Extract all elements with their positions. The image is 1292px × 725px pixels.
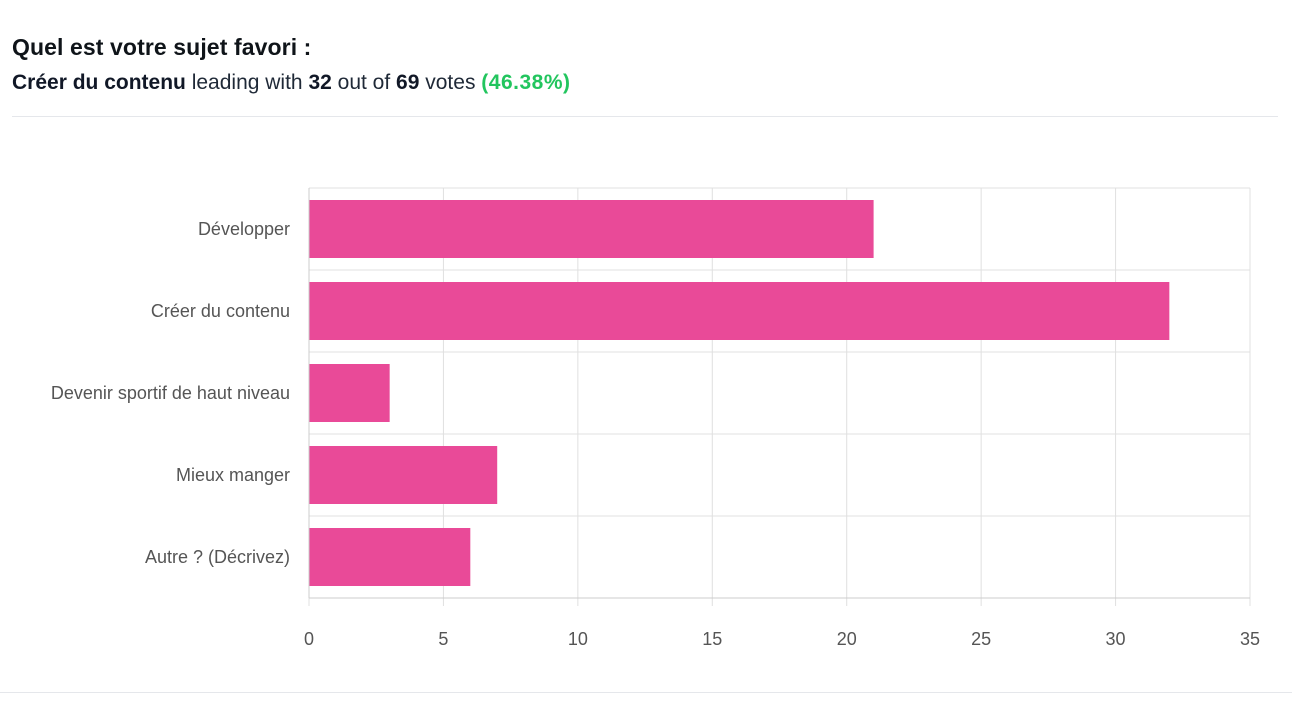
x-tick-label: 15 — [702, 629, 722, 649]
chart-bars — [309, 200, 1170, 586]
category-label: Développer — [198, 219, 290, 239]
category-label: Autre ? (Décrivez) — [145, 547, 290, 567]
leader-votes: 32 — [308, 71, 332, 94]
leader-option: Créer du contenu — [12, 71, 186, 94]
leading-text: leading with — [191, 71, 303, 94]
chart-grid — [308, 187, 1251, 606]
x-tick-label: 25 — [971, 629, 991, 649]
category-label: Créer du contenu — [151, 301, 290, 321]
x-tick-label: 30 — [1106, 629, 1126, 649]
out-of-text: out of — [337, 71, 391, 94]
votes-text: votes — [425, 71, 476, 94]
poll-question: Quel est votre sujet favori : — [12, 34, 312, 60]
category-label: Devenir sportif de haut niveau — [51, 383, 290, 403]
leader-percent: (46.38%) — [481, 71, 571, 94]
bar-0 — [309, 200, 874, 258]
bar-3 — [309, 446, 498, 504]
total-votes: 69 — [396, 71, 420, 94]
chart-labels: 0 5 10 15 20 25 30 35 Développer Créer du contenu… — [51, 219, 1260, 649]
x-tick-label: 0 — [304, 629, 314, 649]
header-divider — [12, 116, 1278, 117]
bar-2 — [309, 364, 390, 422]
poll-header: Quel est votre sujet favori : Créer du c… — [12, 30, 1278, 98]
x-tick-label: 10 — [568, 629, 588, 649]
bar-4 — [309, 528, 471, 586]
bar-1 — [309, 282, 1170, 340]
category-label: Mieux manger — [176, 465, 290, 485]
x-tick-label: 35 — [1240, 629, 1260, 649]
poll-summary: Créer du contenu leading with 32 out of … — [12, 68, 1278, 98]
footer-divider — [0, 692, 1292, 693]
x-tick-label: 20 — [837, 629, 857, 649]
x-tick-label: 5 — [438, 629, 448, 649]
